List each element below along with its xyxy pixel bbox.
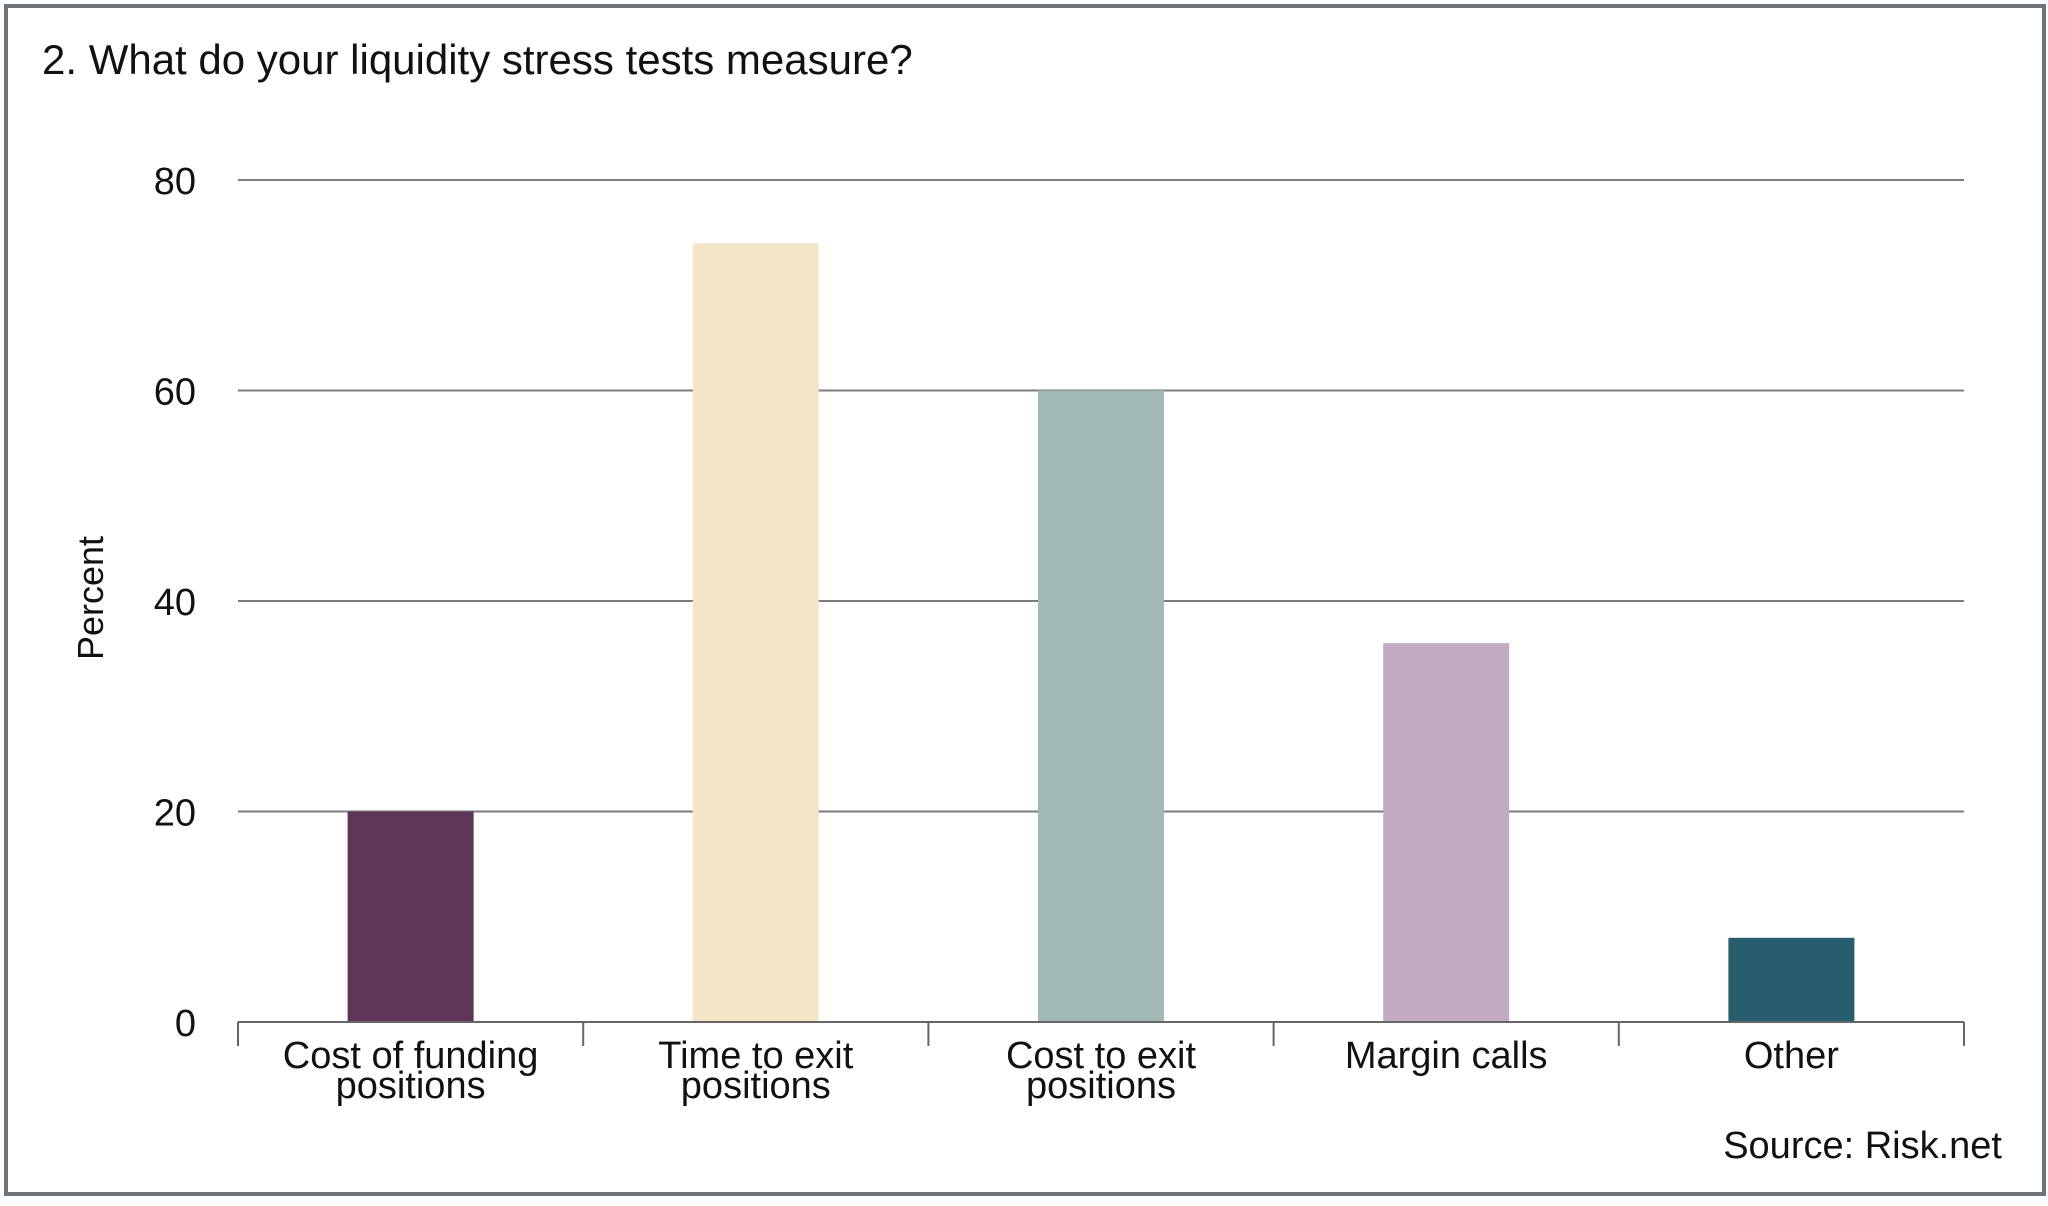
y-tick-label-0: 0: [175, 1003, 196, 1045]
x-tick-label-2-line-1: Time to exit: [658, 1035, 853, 1077]
y-tick-label-20: 20: [154, 793, 196, 835]
source-note: Source: Risk.net: [1723, 1125, 2002, 1167]
y-axis-ticks: 0 20 40 60 80: [154, 161, 196, 1045]
chart-frame: 2. What do your liquidity stress tests m…: [4, 4, 2046, 1196]
x-tick-label-1-line-2: positions: [336, 1065, 486, 1107]
y-tick-label-40: 40: [154, 582, 196, 624]
chart-title: 2. What do your liquidity stress tests m…: [42, 36, 913, 83]
x-tick-label-2-line-2: positions: [681, 1065, 831, 1107]
bar-2: [692, 243, 819, 1022]
x-tick-label-4-line-1: Margin calls: [1345, 1035, 1548, 1077]
x-tick-label-5-line-1: Other: [1744, 1035, 1839, 1077]
bar-4: [1383, 643, 1510, 1022]
y-tick-label-60: 60: [154, 372, 196, 414]
y-tick-label-80: 80: [154, 161, 196, 203]
x-tick-label-3-line-2: positions: [1026, 1065, 1176, 1107]
y-axis-label: Percent: [70, 536, 111, 660]
bar-3: [1038, 390, 1164, 1022]
bar-5: [1728, 937, 1855, 1022]
x-tick-label-1-line-1: Cost of funding: [283, 1035, 539, 1077]
bars: [347, 243, 1855, 1022]
bar-1: [347, 811, 474, 1022]
x-tick-label-3-line-1: Cost to exit: [1006, 1035, 1197, 1077]
x-axis: [237, 1021, 1965, 1046]
bar-chart: 2. What do your liquidity stress tests m…: [42, 36, 2002, 1167]
